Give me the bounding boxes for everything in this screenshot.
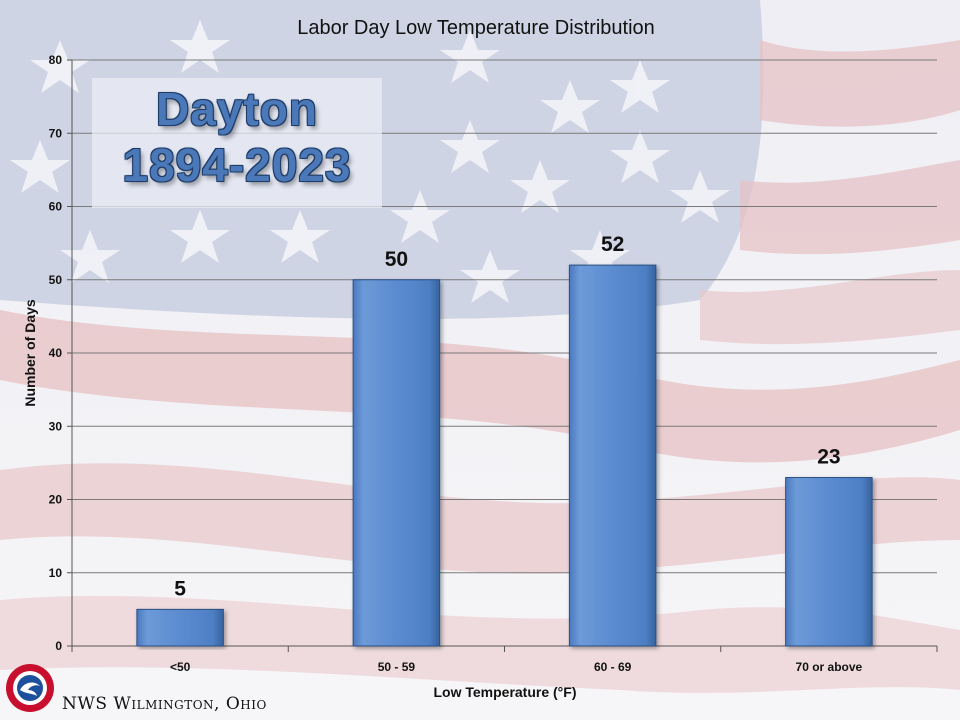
y-tick-label: 80: [49, 53, 63, 67]
bar-2: [352, 279, 441, 647]
y-axis-ticks: 0 10 20 30 40 50 60 70 80: [49, 53, 72, 653]
y-tick-label: 40: [49, 346, 63, 360]
y-axis-title: Number of Days: [22, 299, 38, 407]
x-axis-ticks: <50 50 - 59 60 - 69 70 or above: [71, 646, 938, 674]
inset-year-range: 1894-2023: [122, 139, 352, 191]
x-tick-label-1: <50: [170, 660, 191, 674]
x-axis-title: Low Temperature (°F): [433, 684, 576, 700]
x-tick-label-2: 50 - 59: [378, 660, 416, 674]
data-label-3: 52: [601, 233, 624, 256]
location-inset: Dayton 1894-2023: [92, 78, 382, 208]
bar-4: [785, 477, 873, 647]
x-tick-label-4: 70 or above: [796, 660, 863, 674]
footer-source: NWS Wilmington, Ohio: [62, 694, 267, 714]
nws-logo-icon: [6, 664, 54, 712]
y-tick-label: 20: [49, 493, 63, 507]
chart-title: Labor Day Low Temperature Distribution: [297, 17, 655, 39]
data-label-4: 23: [817, 446, 840, 469]
data-label-2: 50: [385, 248, 408, 271]
y-tick-label: 10: [49, 566, 63, 580]
data-labels: 5 50 52 23: [174, 233, 840, 600]
y-tick-label: 30: [49, 419, 63, 433]
y-tick-label: 50: [49, 273, 63, 287]
x-tick-label-3: 60 - 69: [594, 660, 632, 674]
inset-location-title: Dayton: [156, 83, 318, 135]
y-tick-label: 0: [55, 639, 62, 653]
bar-3: [568, 264, 657, 647]
bar-1: [136, 608, 224, 647]
bars: [136, 264, 873, 647]
y-tick-label: 70: [49, 126, 63, 140]
y-tick-label: 60: [49, 200, 63, 214]
data-label-1: 5: [174, 577, 186, 600]
